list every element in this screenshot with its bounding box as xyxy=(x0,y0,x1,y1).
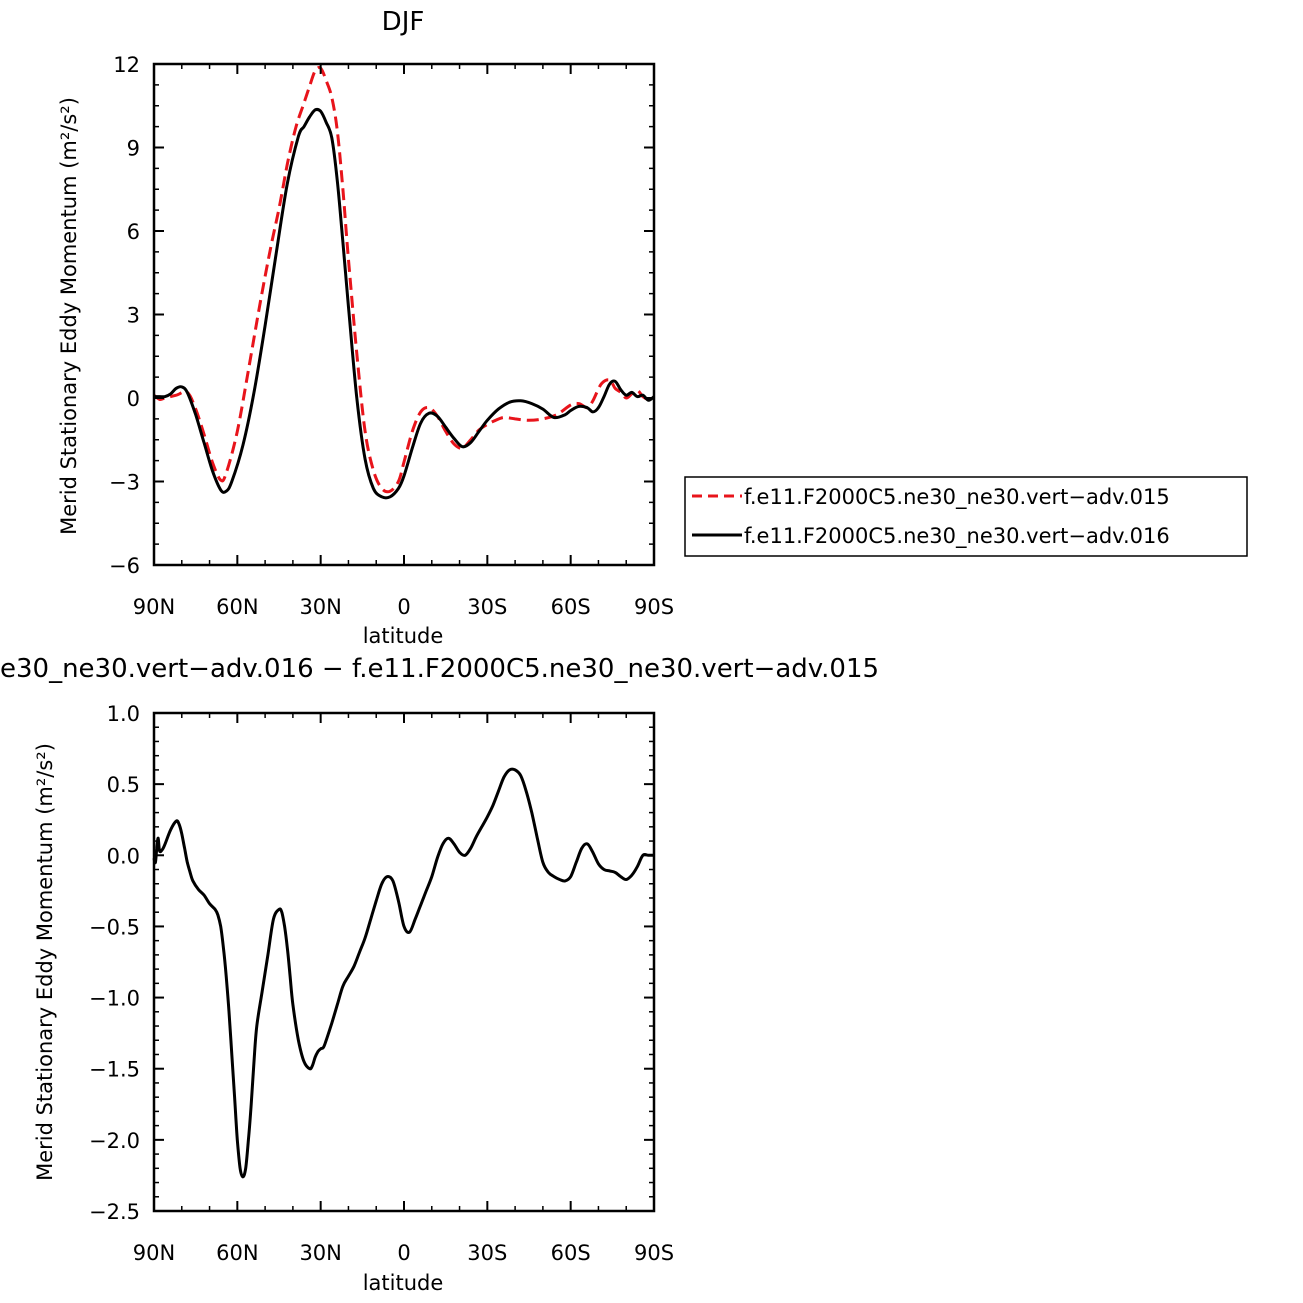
x-tick-label: 90N xyxy=(133,1241,175,1265)
x-tick-label: 0 xyxy=(397,595,410,619)
x-tick-label: 60N xyxy=(216,595,258,619)
top-series-line-1 xyxy=(153,66,655,494)
x-tick-label: 90S xyxy=(634,595,674,619)
y-tick-label: −0.5 xyxy=(89,915,140,939)
y-tick-label: 1.0 xyxy=(107,702,140,726)
x-tick-label: 60N xyxy=(216,1241,258,1265)
y-tick-label: 12 xyxy=(113,53,140,77)
bottom-series-line-1 xyxy=(152,767,654,1179)
x-tick-label: 30S xyxy=(467,1241,507,1265)
x-tick-label: 90N xyxy=(133,595,175,619)
x-tick-label: 60S xyxy=(551,595,591,619)
top-x-axis-label: latitude xyxy=(363,624,444,648)
legend-box xyxy=(684,476,1248,557)
y-tick-label: −2.0 xyxy=(89,1129,140,1153)
bottom-plot-frame xyxy=(152,711,656,1213)
bottom-ticks: 90N 60N 30N 0 30S 60S 90S −2.5 −2.0 −1.5 −1.0 −0.5 0… xyxy=(89,702,674,1265)
y-tick-label: −2.5 xyxy=(89,1200,140,1224)
top-y-axis-label: Merid Stationary Eddy Momentum (m²/s²) xyxy=(57,97,81,535)
y-tick-label: −1.5 xyxy=(89,1058,140,1082)
y-tick-label: 6 xyxy=(127,220,140,244)
top-ticks: 90N 60N 30N 0 30S 60S 90S −6 −3 0 3 6 9 12 xyxy=(109,53,674,619)
x-tick-label: 30S xyxy=(467,595,507,619)
y-tick-label: −6 xyxy=(109,554,140,578)
bottom-series-group xyxy=(152,767,654,1179)
top-series-group xyxy=(153,66,655,500)
legend-label-016: f.e11.F2000C5.ne30_ne30.vert−adv.016 xyxy=(744,524,1170,549)
y-tick-label: 0 xyxy=(127,387,140,411)
x-tick-label: 0 xyxy=(397,1241,410,1265)
top-series-line-2 xyxy=(153,107,655,500)
y-tick-label: 3 xyxy=(127,304,140,328)
top-chart-title: DJF xyxy=(382,7,425,37)
y-tick-label: −1.0 xyxy=(89,987,140,1011)
bottom-x-axis-label: latitude xyxy=(363,1271,444,1295)
legend: f.e11.F2000C5.ne30_ne30.vert−adv.015 f.e… xyxy=(684,476,1248,557)
x-tick-label: 30N xyxy=(299,595,341,619)
x-tick-label: 60S xyxy=(551,1241,591,1265)
x-tick-label: 90S xyxy=(634,1241,674,1265)
y-tick-label: −3 xyxy=(109,471,140,495)
top-panel: DJF 90N 60N 30N 0 30S 60S 90S −6 −3 0 3 6 9 12 latitu… xyxy=(57,7,674,648)
y-tick-label: 0.5 xyxy=(107,773,140,797)
legend-label-015: f.e11.F2000C5.ne30_ne30.vert−adv.015 xyxy=(744,485,1170,510)
x-tick-label: 30N xyxy=(299,1241,341,1265)
y-tick-label: 9 xyxy=(127,137,140,161)
bottom-chart-title: e30_ne30.vert−adv.016 − f.e11.F2000C5.ne… xyxy=(0,654,879,684)
y-tick-label: 0.0 xyxy=(107,844,140,868)
bottom-panel: e30_ne30.vert−adv.016 − f.e11.F2000C5.ne… xyxy=(0,654,879,1295)
bottom-y-axis-label: Merid Stationary Eddy Momentum (m²/s²) xyxy=(33,743,57,1181)
